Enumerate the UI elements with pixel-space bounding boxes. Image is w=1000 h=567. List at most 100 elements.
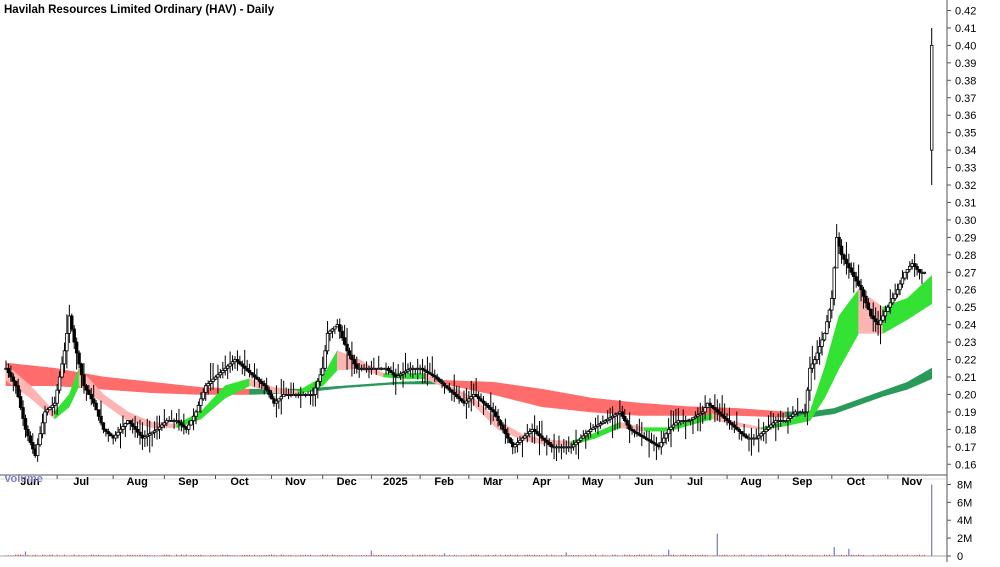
short-ribbon-segment bbox=[234, 381, 238, 394]
price-tick-label: 0.36 bbox=[955, 110, 976, 122]
price-bar-body bbox=[23, 418, 28, 430]
short-ribbon-segment bbox=[112, 400, 116, 413]
long-ribbon-segment bbox=[563, 392, 567, 410]
price-bar-body bbox=[703, 407, 707, 413]
short-ribbon-segment bbox=[215, 392, 219, 407]
price-bar-body bbox=[859, 284, 863, 291]
price-bar-body bbox=[579, 437, 583, 441]
long-ribbon-segment bbox=[924, 370, 928, 383]
price-bar-body bbox=[177, 420, 181, 424]
price-bar-body bbox=[391, 372, 396, 376]
long-ribbon-segment bbox=[534, 387, 538, 406]
short-ribbon-segment bbox=[911, 290, 915, 317]
volume-label: Volume bbox=[4, 473, 43, 485]
price-bar-body bbox=[715, 409, 720, 413]
price-tick-label: 0.37 bbox=[955, 93, 976, 105]
long-ribbon-segment bbox=[592, 397, 596, 413]
price-bar-body bbox=[40, 422, 45, 435]
price-bar-body bbox=[82, 374, 86, 387]
price-bar-body bbox=[435, 376, 439, 380]
long-ribbon-segment bbox=[497, 382, 501, 397]
long-ribbon-segment bbox=[509, 384, 513, 400]
long-ribbon-segment bbox=[899, 383, 903, 392]
price-bar-body bbox=[50, 404, 54, 408]
short-ribbon-segment bbox=[220, 387, 224, 403]
price-tick-label: 0.42 bbox=[955, 5, 976, 17]
month-tick-label: Sep bbox=[178, 476, 198, 488]
price-bar-body bbox=[506, 433, 510, 439]
long-ribbon-segment bbox=[125, 379, 129, 392]
long-ribbon-segment bbox=[105, 376, 109, 390]
long-ribbon-segment bbox=[565, 393, 570, 410]
short-ribbon-segment bbox=[105, 395, 109, 408]
long-ribbon-segment bbox=[195, 386, 199, 395]
long-ribbon-segment bbox=[738, 408, 742, 416]
short-ribbon-segment bbox=[34, 390, 38, 405]
short-ribbon-segment bbox=[30, 384, 34, 401]
price-bar-body bbox=[788, 415, 793, 419]
short-ribbon-segment bbox=[794, 416, 799, 425]
price-bar-body bbox=[350, 354, 354, 360]
price-bar-body bbox=[915, 266, 919, 270]
price-bar-body bbox=[148, 433, 152, 436]
long-ribbon-segment bbox=[641, 403, 645, 416]
long-ribbon-segment bbox=[181, 385, 185, 395]
volume-tick-label: 8M bbox=[957, 479, 972, 491]
long-ribbon-segment bbox=[889, 387, 894, 395]
price-bar-body bbox=[221, 370, 225, 374]
price-bar-body bbox=[647, 439, 651, 442]
long-ribbon-segment bbox=[907, 380, 911, 390]
price-bar-body bbox=[864, 295, 868, 304]
price-bar-body bbox=[323, 350, 327, 369]
price-bar-body bbox=[766, 426, 771, 430]
price-bar-body bbox=[279, 396, 283, 400]
long-ribbon-segment bbox=[256, 388, 260, 395]
price-bar-body bbox=[805, 389, 810, 413]
short-ribbon-segment bbox=[656, 427, 660, 432]
long-ribbon-segment bbox=[66, 370, 70, 388]
short-ribbon-segment bbox=[622, 422, 626, 429]
long-ribbon-segment bbox=[846, 402, 850, 410]
short-ribbon-segment bbox=[198, 411, 202, 421]
long-ribbon-segment bbox=[146, 381, 151, 393]
long-ribbon-segment bbox=[600, 398, 604, 414]
long-ribbon-segment bbox=[132, 379, 136, 392]
price-bar-body bbox=[91, 398, 96, 404]
long-ribbon-segment bbox=[259, 388, 263, 395]
price-bar-body bbox=[515, 442, 520, 446]
price-bar-body bbox=[201, 391, 206, 400]
long-ribbon-segment bbox=[590, 397, 594, 413]
price-bar-body bbox=[498, 420, 503, 426]
price-bar-body bbox=[603, 420, 607, 423]
long-ribbon-segment bbox=[349, 385, 353, 388]
long-ribbon-segment bbox=[244, 388, 248, 395]
long-ribbon-segment bbox=[687, 406, 691, 416]
month-tick-label: Jul bbox=[687, 476, 703, 488]
long-ribbon-segment bbox=[921, 371, 925, 384]
price-tick-label: 0.30 bbox=[955, 215, 976, 227]
long-ribbon-segment bbox=[129, 379, 133, 392]
long-ribbon-segment bbox=[755, 409, 760, 417]
short-ribbon-segment bbox=[836, 315, 840, 374]
volume-tick-label: 0 bbox=[957, 551, 963, 562]
price-bar-body bbox=[627, 424, 632, 430]
price-bar-body bbox=[121, 426, 125, 430]
long-ribbon-segment bbox=[548, 390, 552, 409]
long-ribbon-segment bbox=[142, 380, 146, 393]
long-ribbon-segment bbox=[748, 408, 752, 417]
price-bar-body bbox=[630, 428, 634, 432]
price-bar-body bbox=[501, 424, 505, 430]
price-bar-body bbox=[496, 415, 500, 422]
short-ribbon-segment bbox=[237, 381, 241, 393]
price-bar-body bbox=[878, 319, 883, 326]
price-bar-body bbox=[754, 437, 758, 440]
price-bar-body bbox=[398, 373, 403, 376]
price-bar-body bbox=[467, 398, 471, 402]
price-bar-body bbox=[493, 411, 498, 417]
long-ribbon-segment bbox=[407, 381, 411, 385]
long-ribbon-segment bbox=[32, 365, 36, 387]
month-tick-label: 2025 bbox=[383, 476, 407, 488]
price-bar-body bbox=[764, 428, 768, 432]
short-ribbon-segment bbox=[334, 349, 338, 374]
short-ribbon-segment bbox=[928, 275, 932, 306]
